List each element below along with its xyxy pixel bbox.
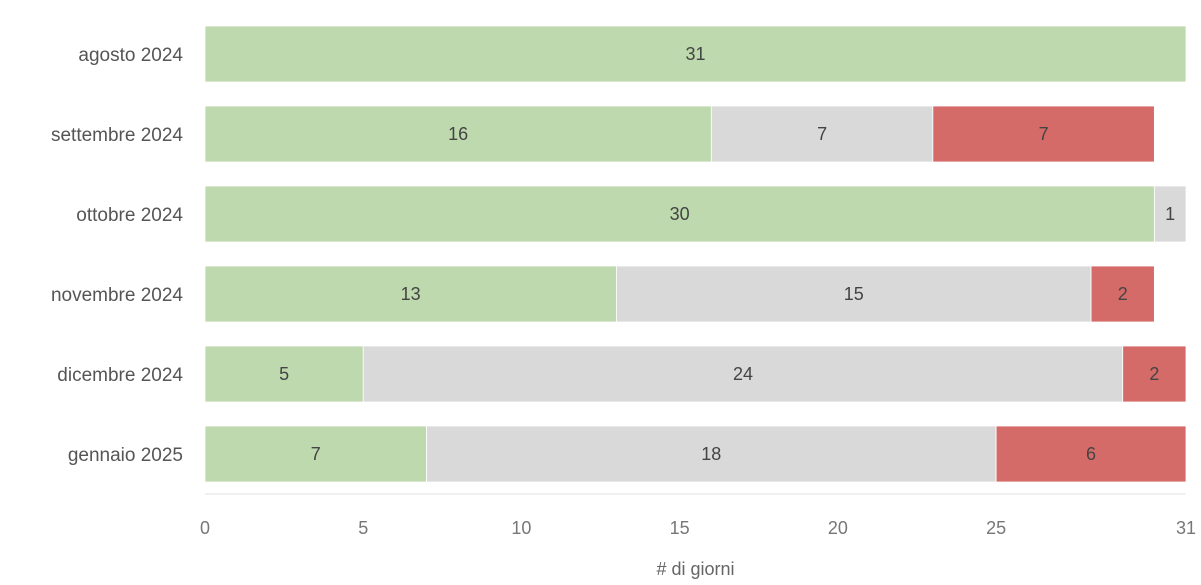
- bar-value-label: 24: [733, 364, 753, 384]
- bar-value-label: 2: [1118, 284, 1128, 304]
- bar-value-label: 7: [311, 444, 321, 464]
- bar-segment: [204, 425, 427, 483]
- category-label: settembre 2024: [51, 125, 183, 146]
- x-axis-title: # di giorni: [656, 559, 734, 579]
- bar-value-label: 31: [685, 44, 705, 64]
- bar-segment: [362, 345, 1124, 403]
- x-tick-label: 20: [828, 518, 848, 538]
- bar-value-label: 13: [401, 284, 421, 304]
- bar-value-label: 6: [1086, 444, 1096, 464]
- bar-segment: [1122, 345, 1187, 403]
- category-label: gennaio 2025: [68, 445, 183, 466]
- bar-segment: [204, 25, 1187, 83]
- bar-segment: [995, 425, 1187, 483]
- category-label: dicembre 2024: [57, 365, 183, 386]
- bar-segment: [1153, 185, 1187, 243]
- bar-value-label: 30: [670, 204, 690, 224]
- bar-segment: [204, 105, 712, 163]
- x-tick-label: 15: [670, 518, 690, 538]
- bar-segment: [615, 265, 1092, 323]
- bar-value-label: 18: [701, 444, 721, 464]
- category-labels: agosto 2024 settembre 2024 ottobre 2024 nov…: [51, 45, 183, 466]
- x-tick-label: 10: [511, 518, 531, 538]
- category-label: novembre 2024: [51, 285, 183, 306]
- bar-value-label: 1: [1165, 204, 1175, 224]
- category-label: agosto 2024: [78, 45, 183, 66]
- bar-segment: [932, 105, 1155, 163]
- bar-value-label: 7: [817, 124, 827, 144]
- bar-segment: [204, 345, 364, 403]
- category-label: ottobre 2024: [76, 205, 183, 226]
- bar-value-label: 2: [1149, 364, 1159, 384]
- x-tick-label: 5: [358, 518, 368, 538]
- x-tick-labels: 0 5 10 15 20 25 31: [200, 518, 1196, 538]
- x-tick-label: 31: [1176, 518, 1196, 538]
- bars-group: 31 16 7 7 30 1 13 15 2 5 24 2 7 18 6: [204, 25, 1187, 495]
- bar-segment: [710, 105, 934, 163]
- bar-value-label: 5: [279, 364, 289, 384]
- bar-value-label: 16: [448, 124, 468, 144]
- bar-value-label: 15: [844, 284, 864, 304]
- x-tick-label: 25: [986, 518, 1006, 538]
- bar-segment: [426, 425, 997, 483]
- bar-segment: [1090, 265, 1155, 323]
- x-tick-label: 0: [200, 518, 210, 538]
- bar-value-label: 7: [1039, 124, 1049, 144]
